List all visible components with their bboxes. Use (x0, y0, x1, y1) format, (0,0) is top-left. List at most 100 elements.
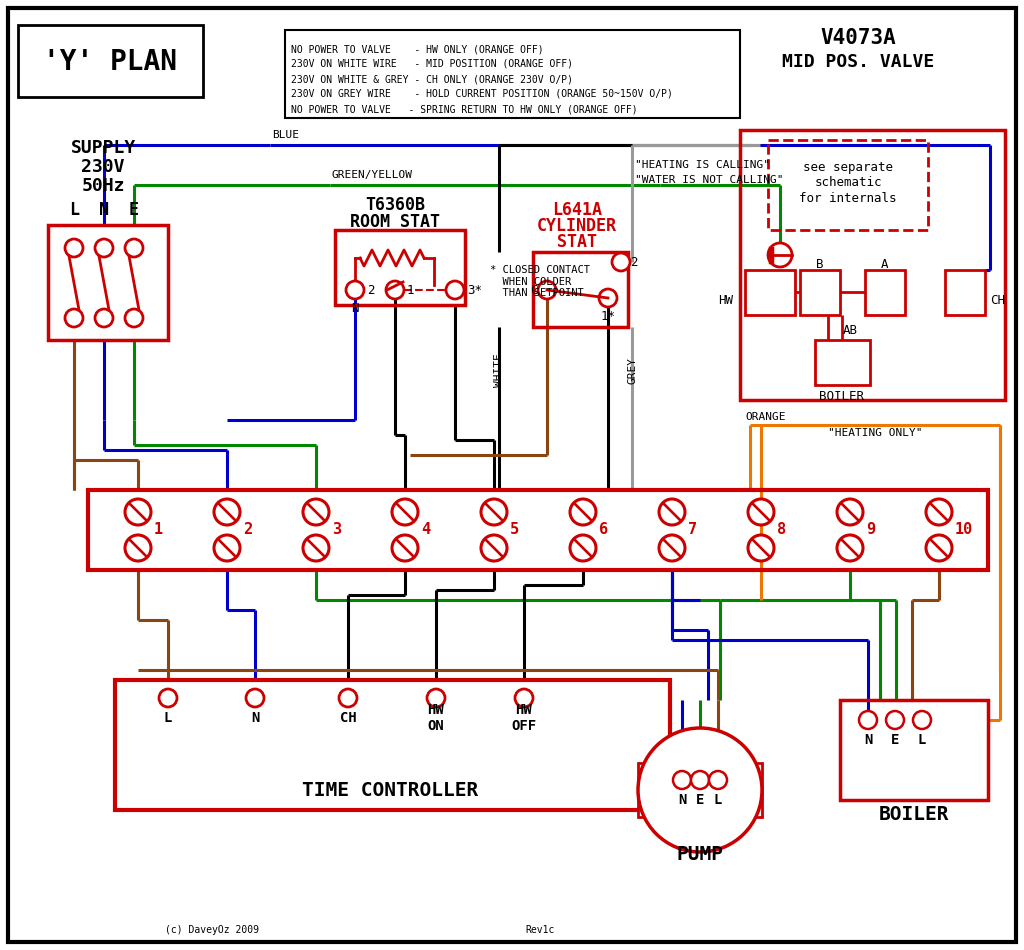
Text: 50Hz: 50Hz (81, 177, 125, 195)
Circle shape (214, 535, 240, 561)
Text: WHITE: WHITE (494, 353, 504, 387)
Text: * CLOSED CONTACT
  WHEN COLDER
  THAN SETPOINT: * CLOSED CONTACT WHEN COLDER THAN SETPOI… (490, 265, 590, 298)
Text: L641A: L641A (552, 201, 602, 219)
Text: 2: 2 (243, 522, 252, 538)
Text: STAT: STAT (557, 233, 597, 251)
Circle shape (125, 239, 143, 257)
Text: 5: 5 (510, 522, 519, 538)
Circle shape (246, 689, 264, 707)
Circle shape (638, 728, 762, 852)
Text: B: B (816, 258, 823, 272)
Text: L: L (69, 201, 79, 219)
Circle shape (837, 499, 863, 525)
Text: "HEATING ONLY": "HEATING ONLY" (827, 428, 923, 438)
Circle shape (913, 711, 931, 729)
Circle shape (659, 535, 685, 561)
Bar (768, 140, 928, 230)
Text: CH: CH (990, 294, 1005, 307)
Text: 230V ON WHITE & GREY - CH ONLY (ORANGE 230V O/P): 230V ON WHITE & GREY - CH ONLY (ORANGE 2… (291, 74, 573, 84)
Text: CYLINDER: CYLINDER (537, 217, 617, 235)
Circle shape (691, 771, 709, 789)
Bar (840, 700, 988, 800)
Text: 4: 4 (421, 522, 430, 538)
Circle shape (599, 289, 617, 307)
Bar (18, 25, 203, 97)
Text: T6360B: T6360B (365, 196, 425, 214)
Text: 7: 7 (688, 522, 697, 538)
Circle shape (125, 309, 143, 327)
Circle shape (926, 535, 952, 561)
Text: N: N (351, 301, 358, 314)
Circle shape (659, 499, 685, 525)
Text: GREY: GREY (627, 356, 637, 384)
Circle shape (673, 771, 691, 789)
Bar (285, 30, 740, 118)
Text: 8: 8 (777, 522, 786, 538)
Bar (335, 230, 465, 305)
Bar (732, 763, 762, 817)
Text: PUMP: PUMP (677, 846, 724, 864)
Text: 6: 6 (599, 522, 608, 538)
Text: "HEATING IS CALLING": "HEATING IS CALLING" (635, 160, 770, 170)
Text: HW: HW (718, 294, 733, 307)
Text: 9: 9 (866, 522, 876, 538)
Text: E: E (129, 201, 139, 219)
Circle shape (886, 711, 904, 729)
Text: AB: AB (843, 324, 857, 336)
Bar (115, 680, 670, 810)
Circle shape (837, 535, 863, 561)
Circle shape (159, 689, 177, 707)
Bar (815, 340, 870, 385)
Text: 3: 3 (332, 522, 341, 538)
Text: V4073A: V4073A (820, 28, 896, 48)
Bar (945, 270, 985, 315)
Bar (88, 490, 988, 570)
Text: TIME CONTROLLER: TIME CONTROLLER (302, 781, 478, 800)
Bar (800, 270, 840, 315)
Circle shape (481, 499, 507, 525)
Text: CH: CH (340, 711, 356, 725)
Bar (534, 252, 628, 327)
Circle shape (481, 535, 507, 561)
Circle shape (570, 499, 596, 525)
Circle shape (392, 535, 418, 561)
Text: HW
ON: HW ON (428, 703, 444, 733)
Text: 3*: 3* (467, 283, 482, 296)
Text: E: E (696, 793, 705, 807)
Text: 1: 1 (407, 283, 415, 296)
Circle shape (346, 281, 364, 299)
Text: BOILER: BOILER (879, 806, 949, 825)
Text: 1: 1 (154, 522, 163, 538)
Text: L: L (164, 711, 172, 725)
Text: BOILER: BOILER (819, 390, 864, 404)
Circle shape (515, 689, 534, 707)
Text: C: C (530, 283, 538, 296)
Text: NO POWER TO VALVE    - HW ONLY (ORANGE OFF): NO POWER TO VALVE - HW ONLY (ORANGE OFF) (291, 44, 544, 54)
Circle shape (768, 243, 792, 267)
Bar (740, 130, 1005, 400)
Bar (638, 763, 668, 817)
Circle shape (386, 281, 404, 299)
Text: N: N (251, 711, 259, 725)
Circle shape (95, 239, 113, 257)
Text: N: N (678, 793, 686, 807)
Circle shape (538, 281, 556, 299)
Text: HW
OFF: HW OFF (511, 703, 537, 733)
Circle shape (748, 499, 774, 525)
Text: 1*: 1* (600, 310, 615, 322)
Text: 230V ON WHITE WIRE   - MID POSITION (ORANGE OFF): 230V ON WHITE WIRE - MID POSITION (ORANG… (291, 59, 573, 69)
Text: A: A (882, 258, 889, 272)
Circle shape (748, 535, 774, 561)
Text: "WATER IS NOT CALLING": "WATER IS NOT CALLING" (635, 175, 783, 185)
Text: L: L (714, 793, 722, 807)
Circle shape (570, 535, 596, 561)
Text: 230V: 230V (81, 158, 125, 176)
Text: Rev1c: Rev1c (525, 925, 555, 935)
Circle shape (95, 309, 113, 327)
Text: 'Y' PLAN: 'Y' PLAN (43, 48, 177, 76)
Circle shape (125, 535, 151, 561)
Circle shape (214, 499, 240, 525)
Circle shape (859, 711, 877, 729)
Text: E: E (891, 733, 899, 747)
Text: N: N (99, 201, 109, 219)
